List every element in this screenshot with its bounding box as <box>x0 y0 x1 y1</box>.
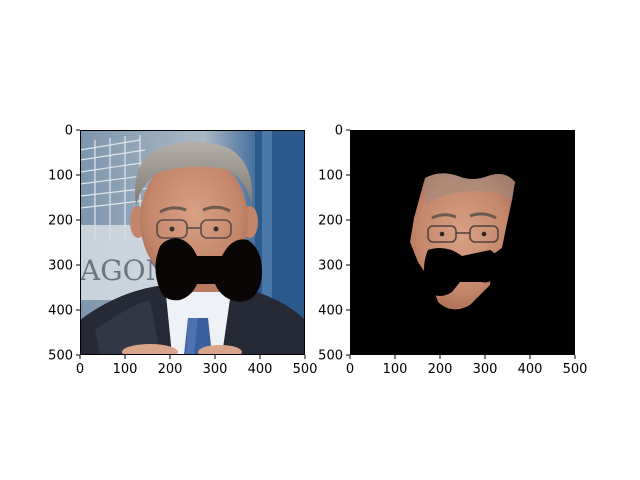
glasses <box>156 219 232 239</box>
y-tick-label: 300 <box>318 259 343 274</box>
x-tick-label: 200 <box>428 362 453 377</box>
y-tick-label: 500 <box>318 349 343 364</box>
y-tick-label: 500 <box>48 349 73 364</box>
y-tick-label: 300 <box>48 259 73 274</box>
right-frame <box>350 130 575 355</box>
left-axes: AGON <box>48 124 317 378</box>
x-tick-label: 100 <box>383 362 408 377</box>
occlusion-mask <box>155 238 263 302</box>
x-tick-label: 500 <box>563 362 588 377</box>
x-tick-label: 0 <box>76 362 84 377</box>
x-tick-label: 500 <box>293 362 318 377</box>
glasses-segment <box>427 225 499 243</box>
x-tick-label: 400 <box>248 362 273 377</box>
building-facade <box>80 135 151 240</box>
x-tick-label: 300 <box>203 362 228 377</box>
y-tick-label: 200 <box>318 214 343 229</box>
y-tick-label: 400 <box>48 304 73 319</box>
left-photo: AGON <box>80 130 305 355</box>
x-tick-label: 400 <box>518 362 543 377</box>
x-tick-label: 300 <box>473 362 498 377</box>
right-photo <box>350 130 575 355</box>
x-tick-label: 100 <box>113 362 138 377</box>
x-tick-label: 0 <box>346 362 354 377</box>
y-tick-label: 100 <box>318 169 343 184</box>
left-frame <box>80 130 305 355</box>
y-tick-label: 0 <box>65 124 73 139</box>
y-tick-label: 100 <box>48 169 73 184</box>
hair <box>135 141 253 205</box>
occlusion-mask-right <box>424 248 499 296</box>
y-tick-label: 0 <box>335 124 343 139</box>
y-tick-label: 200 <box>48 214 73 229</box>
y-tick-label: 400 <box>318 304 343 319</box>
x-tick-label: 200 <box>158 362 183 377</box>
